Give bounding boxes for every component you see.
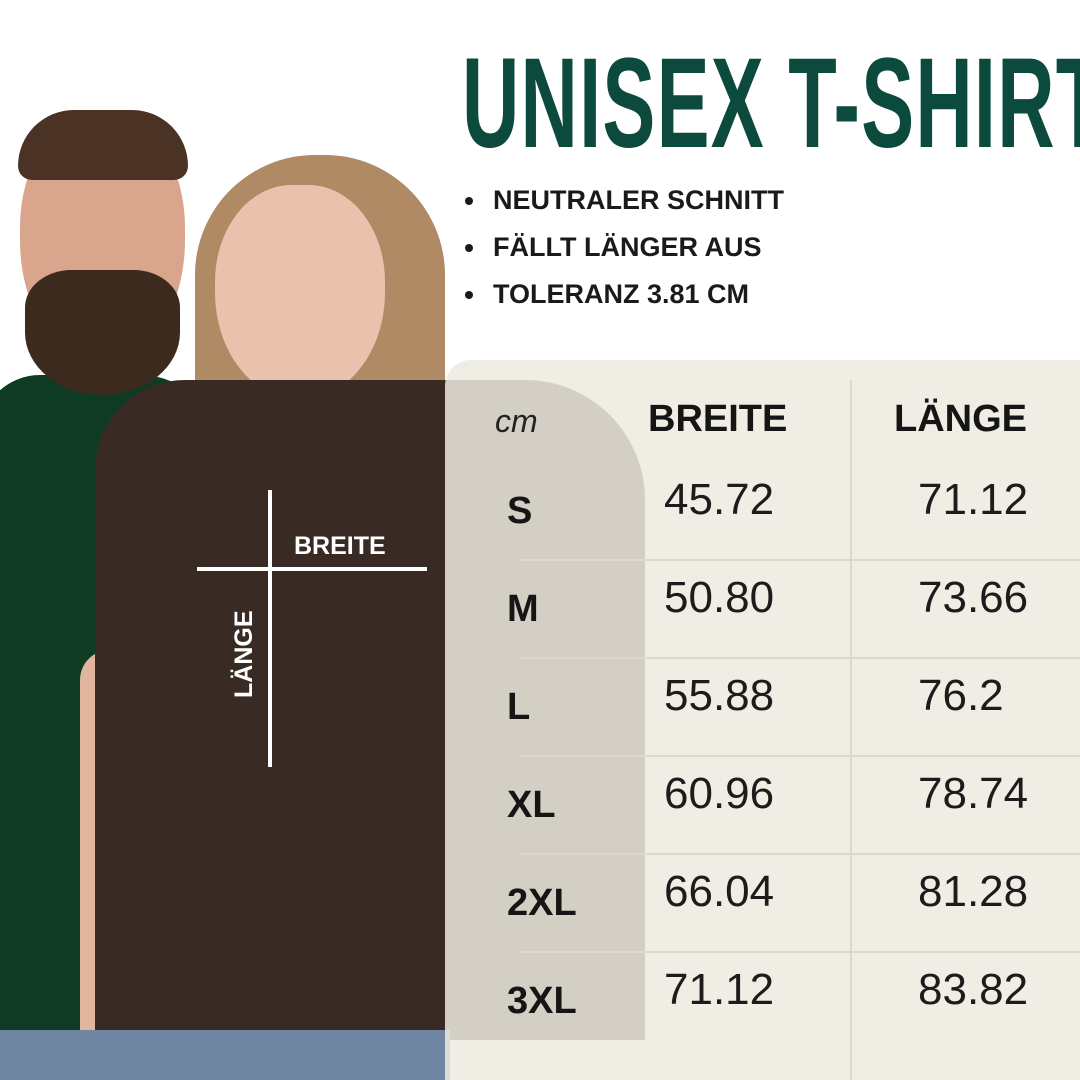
breite-value: 50.80 xyxy=(664,573,775,622)
breite-value: 60.96 xyxy=(664,769,775,818)
breite-value: 66.04 xyxy=(664,867,775,916)
woman-head xyxy=(215,185,385,400)
row-divider xyxy=(520,853,1080,855)
unit-label: cm xyxy=(495,403,538,439)
bullet-icon xyxy=(465,243,473,252)
size-label: XL xyxy=(507,784,556,826)
width-label: BREITE xyxy=(294,532,386,560)
feature-text: FÄLLT LÄNGER AUS xyxy=(493,232,762,262)
row-divider xyxy=(520,559,1080,561)
header-laenge: LÄNGE xyxy=(894,398,1027,440)
feature-item: NEUTRALER SCHNITT xyxy=(465,185,784,216)
laenge-value: 83.82 xyxy=(918,965,1029,1014)
feature-item: FÄLLT LÄNGER AUS xyxy=(465,232,761,263)
feature-text: TOLERANZ 3.81 CM xyxy=(493,279,750,309)
laenge-value: 73.66 xyxy=(918,573,1029,622)
feature-item: TOLERANZ 3.81 CM xyxy=(465,279,749,310)
row-divider xyxy=(520,951,1080,953)
size-label: S xyxy=(507,490,533,532)
row-divider xyxy=(520,755,1080,757)
laenge-value: 78.74 xyxy=(918,769,1029,818)
header-breite: BREITE xyxy=(648,398,788,440)
row-divider xyxy=(520,657,1080,659)
length-line xyxy=(268,490,272,767)
breite-value: 71.12 xyxy=(664,965,775,1014)
size-label: 2XL xyxy=(507,882,577,924)
laenge-value: 76.2 xyxy=(918,671,1004,720)
size-label: L xyxy=(507,686,531,728)
laenge-value: 71.12 xyxy=(918,475,1029,524)
bullet-icon xyxy=(465,290,473,299)
man-beard xyxy=(25,270,180,395)
man-hair xyxy=(18,110,188,180)
width-line xyxy=(197,567,427,571)
feature-text: NEUTRALER SCHNITT xyxy=(493,185,784,215)
jeans xyxy=(0,1030,450,1080)
size-label: 3XL xyxy=(507,980,577,1022)
laenge-value: 81.28 xyxy=(918,867,1029,916)
size-label: M xyxy=(507,588,539,630)
page-title: UNISEX T-SHIRT xyxy=(462,32,1080,175)
length-label: LÄNGE xyxy=(230,610,258,699)
size-table xyxy=(445,360,1080,1080)
breite-value: 55.88 xyxy=(664,671,775,720)
column-divider xyxy=(850,380,852,1080)
breite-value: 45.72 xyxy=(664,475,775,524)
bullet-icon xyxy=(465,196,473,205)
